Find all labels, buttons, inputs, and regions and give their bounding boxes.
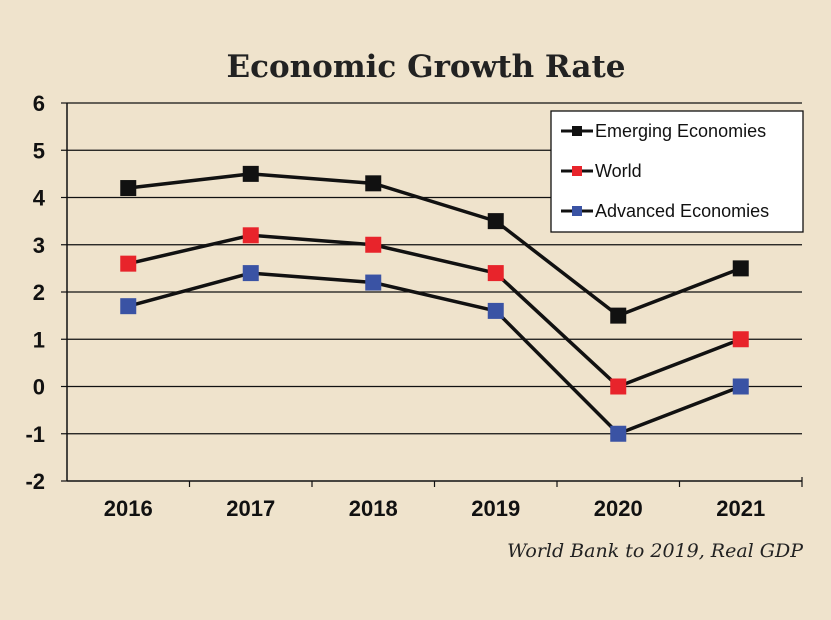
legend-label: Advanced Economies	[595, 201, 769, 221]
data-point-marker	[242, 265, 259, 282]
legend-marker-swatch	[572, 206, 582, 216]
data-point-marker	[365, 274, 382, 291]
x-tick-label: 2016	[104, 496, 153, 521]
data-point-marker	[242, 227, 259, 244]
x-tick-label: 2020	[594, 496, 643, 521]
y-tick-label: 5	[33, 138, 45, 163]
x-tick-label: 2021	[716, 496, 765, 521]
legend-label: Emerging Economies	[595, 121, 766, 141]
gridlines	[67, 102, 802, 435]
data-point-marker	[610, 425, 627, 442]
axes: 6 5 4 3 2 1 0 -1 -2 2016 2017 2018 2019 2020 2021	[25, 91, 803, 521]
legend-marker-swatch	[572, 166, 582, 176]
data-point-marker	[610, 307, 627, 324]
data-point-marker	[732, 378, 749, 395]
data-point-marker	[487, 302, 504, 319]
data-point-marker	[732, 331, 749, 348]
data-point-marker	[365, 236, 382, 253]
series-line-advanced-economies	[127, 271, 742, 436]
legend: Emerging Economies World Advanced Economie…	[550, 110, 804, 233]
y-tick-label: 6	[33, 91, 45, 116]
x-tick-label: 2018	[349, 496, 398, 521]
data-point-marker	[120, 180, 137, 197]
data-point-marker	[487, 213, 504, 230]
y-tick-label: -1	[25, 422, 45, 447]
data-point-marker	[242, 165, 259, 182]
series-lines	[120, 165, 749, 442]
source-note: World Bank to 2019, Real GDP	[507, 540, 804, 562]
data-point-marker	[732, 260, 749, 277]
x-tick-label: 2019	[471, 496, 520, 521]
y-tick-label: 3	[33, 233, 45, 258]
y-tick-label: 1	[33, 327, 45, 352]
series-line-world	[127, 233, 742, 389]
data-point-marker	[120, 298, 137, 315]
legend-label: World	[595, 161, 642, 181]
series-line-emerging-economies	[128, 172, 742, 318]
y-tick-label: 0	[33, 375, 45, 400]
legend-marker-swatch	[572, 126, 582, 136]
data-point-marker	[487, 265, 504, 282]
data-point-marker	[120, 255, 137, 272]
data-point-marker	[365, 175, 382, 192]
data-point-marker	[610, 378, 627, 395]
x-tick-label: 2017	[226, 496, 275, 521]
y-tick-label: -2	[25, 469, 45, 494]
chart-title: Economic Growth Rate	[226, 49, 625, 85]
y-tick-label: 4	[33, 186, 46, 211]
y-tick-label: 2	[33, 280, 45, 305]
